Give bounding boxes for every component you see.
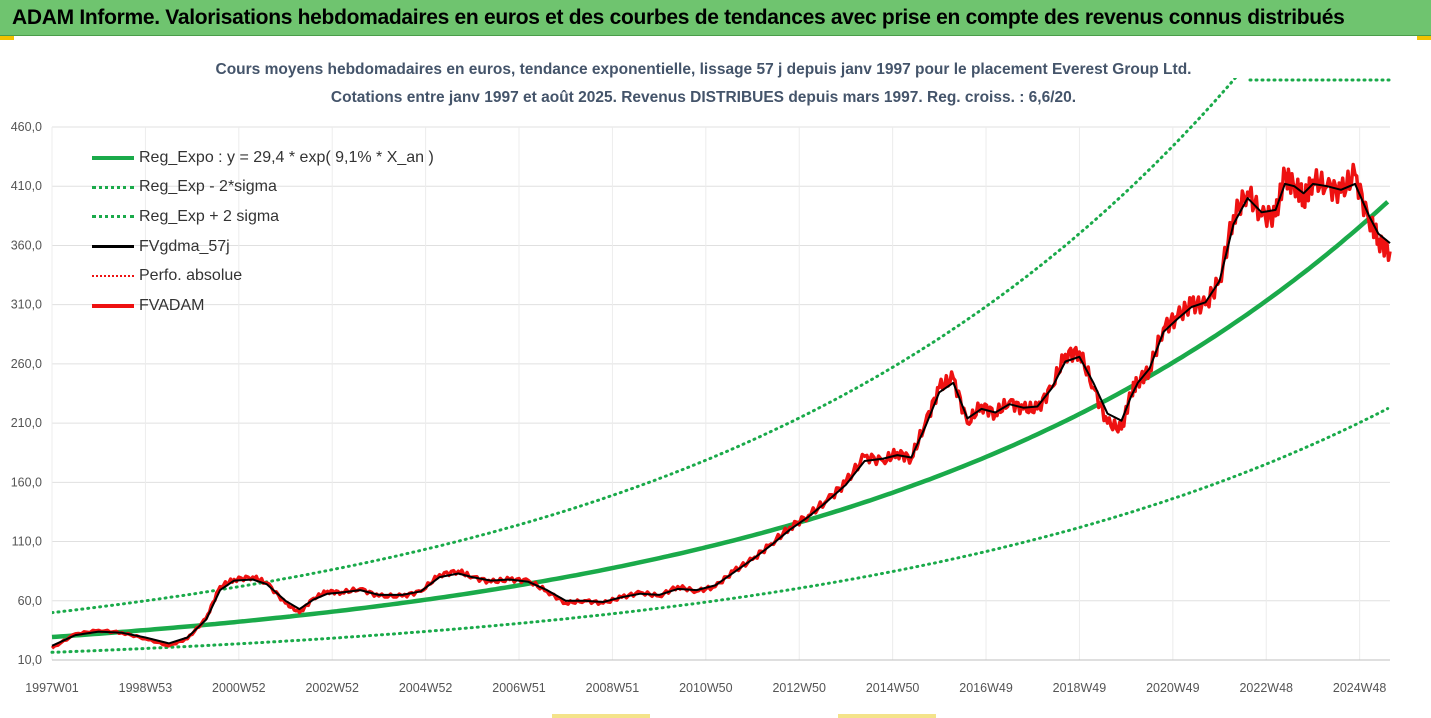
x-tick-label: 2022W48 — [1239, 681, 1293, 695]
upper-sigma-line — [52, 78, 1238, 615]
x-tick-label: 2020W49 — [1146, 681, 1200, 695]
legend-item: Reg_Expo : y = 29,4 * exp( 9,1% * X_an ) — [92, 143, 434, 173]
legend-swatch — [92, 155, 134, 160]
legend-item: FVgdma_57j — [92, 232, 434, 262]
y-tick-label: 10,0 — [18, 653, 42, 667]
bottom-marker-2 — [838, 714, 936, 718]
x-tick-label: 2008W51 — [586, 681, 640, 695]
legend-label: Perfo. absolue — [139, 267, 243, 285]
report-banner: ADAM Informe. Valorisations hebdomadaire… — [0, 0, 1431, 36]
x-tick-label: 2014W50 — [866, 681, 920, 695]
x-tick-label: 2018W49 — [1053, 681, 1107, 695]
legend-swatch — [92, 303, 134, 308]
legend-swatch — [92, 215, 134, 219]
x-tick-label: 2000W52 — [212, 681, 266, 695]
x-tick-label: 2024W48 — [1333, 681, 1387, 695]
legend-item: Perfo. absolue — [92, 261, 434, 291]
legend-swatch — [92, 245, 134, 249]
corner-marker-left — [0, 36, 14, 40]
x-tick-label: 2010W50 — [679, 681, 733, 695]
y-tick-label: 310,0 — [11, 298, 42, 312]
y-tick-label: 410,0 — [11, 179, 42, 193]
x-tick-label: 1997W01 — [25, 681, 79, 695]
corner-marker-right — [1417, 36, 1431, 40]
y-tick-label: 210,0 — [11, 416, 42, 430]
y-tick-label: 260,0 — [11, 357, 42, 371]
legend-item: FVADAM — [92, 291, 434, 321]
x-tick-label: 2004W52 — [399, 681, 453, 695]
chart-legend: Reg_Expo : y = 29,4 * exp( 9,1% * X_an )… — [92, 143, 434, 321]
legend-swatch — [92, 185, 134, 189]
banner-title: ADAM Informe. Valorisations hebdomadaire… — [12, 6, 1345, 29]
chart-title-line1: Cours moyens hebdomadaires en euros, ten… — [215, 61, 1192, 78]
chart-canvas: 10,0 60,0 110,0 160,0 210,0 260,0 310,0 360,0 41… — [11, 78, 1392, 695]
legend-label: FVADAM — [139, 296, 205, 314]
legend-label: Reg_Exp + 2 sigma — [139, 207, 280, 225]
legend-label: Reg_Expo : y = 29,4 * exp( 9,1% * X_an ) — [139, 148, 434, 166]
legend-label: Reg_Exp - 2*sigma — [139, 178, 277, 196]
x-tick-label: 1998W53 — [119, 681, 173, 695]
y-tick-label: 360,0 — [11, 238, 42, 252]
y-tick-label: 460,0 — [11, 120, 42, 134]
legend-label: FVgdma_57j — [139, 237, 230, 255]
x-tick-label: 2002W52 — [305, 681, 359, 695]
fvgdma-series — [51, 182, 1391, 647]
y-tick-label: 160,0 — [11, 475, 42, 489]
legend-item: Reg_Exp - 2*sigma — [92, 173, 434, 203]
lower-sigma-line — [50, 407, 1390, 654]
y-tick-label: 110,0 — [12, 535, 42, 549]
chart-title-line2: Cotations entre janv 1997 et août 2025. … — [330, 89, 1077, 106]
x-tick-label: 2006W51 — [492, 681, 546, 695]
bottom-marker-1 — [552, 714, 650, 718]
y-tick-label: 60,0 — [18, 594, 42, 608]
legend-swatch — [92, 275, 134, 278]
regression-line — [51, 200, 1390, 640]
x-tick-label: 2016W49 — [959, 681, 1013, 695]
legend-item: Reg_Exp + 2 sigma — [92, 202, 434, 232]
x-tick-label: 2012W50 — [772, 681, 826, 695]
